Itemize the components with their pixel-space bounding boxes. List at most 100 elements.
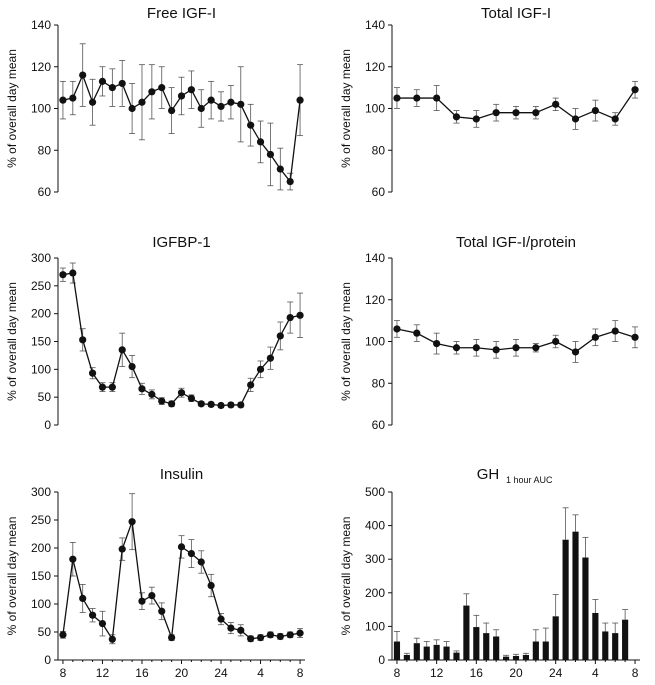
- data-point: [286, 313, 294, 322]
- data-point: [492, 346, 500, 354]
- data-point: [247, 381, 255, 389]
- y-axis-label: % of overall day mean: [339, 49, 353, 168]
- bar: [413, 643, 420, 660]
- data-point: [552, 337, 560, 346]
- igfbp1-panel: IGFBP-1 % of overall day mean 0 50 100 150 200…: [5, 234, 304, 432]
- free-igf1-panel: Free IGF-I % of overall day mean 60 80 100 12…: [5, 5, 304, 199]
- y-tick-label: 500: [365, 485, 385, 499]
- data-point: [148, 88, 156, 96]
- y-tick-label: 0: [378, 653, 385, 667]
- y-tick-label: 50: [38, 625, 52, 639]
- y-tick-label: 140: [365, 18, 385, 32]
- data-point: [286, 631, 294, 639]
- data-point: [413, 94, 421, 102]
- data-point: [177, 389, 186, 397]
- data-point: [168, 400, 176, 408]
- y-tick-label: 140: [31, 18, 51, 32]
- data-point: [138, 98, 146, 106]
- data-point: [286, 177, 294, 186]
- y-tick-label: 140: [365, 251, 385, 265]
- bar: [602, 631, 609, 660]
- total-igf1-protein-panel: Total IGF-I/protein % of overall day mean…: [339, 234, 639, 432]
- y-tick-label: 80: [372, 143, 386, 157]
- bar: [612, 633, 619, 660]
- bar: [522, 654, 529, 660]
- data-point: [128, 518, 136, 526]
- data-point: [158, 84, 166, 92]
- bar: [493, 636, 500, 660]
- data-point: [276, 332, 284, 340]
- data-point: [472, 115, 480, 123]
- y-tick-label: 150: [31, 569, 51, 583]
- x-tick-label: 8: [632, 666, 639, 680]
- data-point: [187, 86, 195, 94]
- data-point: [256, 365, 265, 373]
- data-point: [88, 98, 97, 106]
- chart-subtitle: 1 hour AUC: [506, 475, 553, 485]
- y-axis-label: % of overall day mean: [5, 517, 19, 636]
- data-point: [571, 348, 580, 356]
- data-point: [492, 109, 500, 117]
- data-point: [177, 543, 186, 551]
- data-point: [452, 344, 461, 352]
- data-point: [108, 383, 116, 391]
- data-point: [532, 344, 540, 352]
- data-point: [59, 96, 67, 104]
- data-point: [88, 369, 97, 377]
- data-point: [88, 611, 97, 619]
- data-point: [433, 94, 441, 102]
- data-point: [79, 336, 87, 344]
- y-tick-label: 60: [38, 185, 52, 199]
- data-point: [177, 92, 186, 100]
- data-point: [79, 594, 87, 603]
- bar: [592, 612, 599, 660]
- data-point: [59, 271, 67, 279]
- y-tick-label: 120: [31, 60, 51, 74]
- data-point: [247, 121, 255, 129]
- x-tick-label: 16: [135, 666, 149, 680]
- y-tick-label: 200: [365, 586, 385, 600]
- y-tick-label: 150: [31, 335, 51, 349]
- data-point: [197, 400, 205, 408]
- data-point: [631, 86, 639, 94]
- data-point: [393, 325, 401, 333]
- x-tick-label: 24: [549, 666, 563, 680]
- data-point: [227, 98, 235, 106]
- data-point: [217, 401, 225, 410]
- data-point: [571, 115, 580, 123]
- data-point: [148, 390, 156, 398]
- bar: [433, 644, 440, 660]
- data-point: [98, 77, 107, 85]
- data-point: [296, 311, 304, 319]
- y-tick-label: 120: [365, 293, 385, 307]
- bar: [562, 539, 569, 660]
- chart-title: Insulin: [160, 466, 203, 483]
- data-point: [168, 634, 176, 642]
- y-tick-label: 100: [31, 102, 51, 116]
- data-point: [227, 401, 235, 409]
- data-point: [393, 94, 401, 102]
- data-point: [433, 339, 441, 348]
- y-tick-label: 50: [38, 390, 52, 404]
- y-tick-label: 0: [44, 418, 51, 432]
- data-point: [591, 333, 599, 341]
- bar: [503, 656, 510, 660]
- data-point: [207, 581, 215, 590]
- data-point: [69, 269, 77, 277]
- total-igf1-panel: Total IGF-I % of overall day mean 60 80 100 1…: [339, 5, 639, 199]
- data-point: [552, 100, 560, 108]
- data-point: [158, 397, 166, 405]
- data-point: [118, 545, 126, 553]
- data-point: [197, 104, 205, 113]
- data-point: [108, 84, 116, 92]
- data-point: [197, 558, 205, 566]
- bar: [393, 641, 401, 660]
- y-axis-label: % of overall day mean: [339, 282, 353, 401]
- data-point: [138, 385, 146, 393]
- data-point: [98, 383, 107, 391]
- bar: [403, 654, 410, 660]
- data-point: [168, 106, 176, 115]
- x-tick-label: 4: [592, 666, 599, 680]
- y-tick-label: 120: [365, 60, 385, 74]
- data-point: [217, 615, 225, 623]
